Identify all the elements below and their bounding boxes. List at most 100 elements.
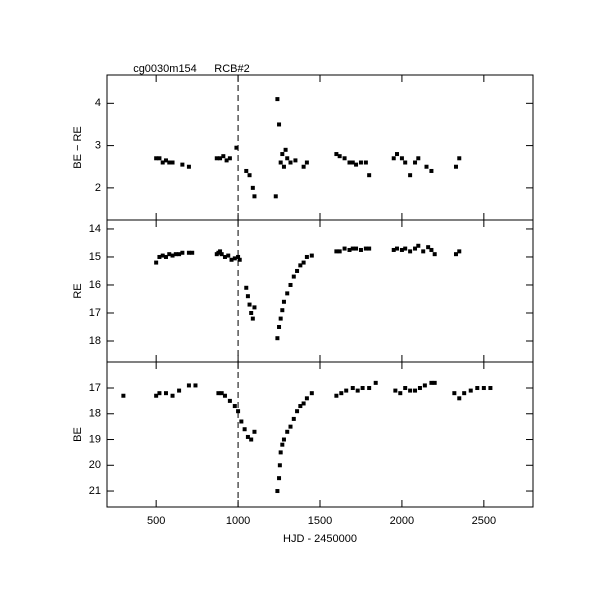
data-point	[457, 249, 462, 254]
data-point	[180, 162, 185, 167]
data-point	[177, 252, 182, 257]
data-point	[219, 252, 224, 257]
data-point	[334, 152, 339, 157]
data-point	[163, 254, 168, 259]
data-point	[468, 388, 473, 393]
data-point	[350, 246, 355, 251]
data-point	[301, 260, 306, 265]
y-axis-label: RE	[72, 283, 84, 298]
data-point	[245, 294, 250, 299]
data-point	[121, 393, 126, 398]
y-tick-label: 4	[95, 97, 101, 109]
data-point	[285, 291, 290, 296]
data-point	[367, 386, 372, 391]
data-point	[277, 324, 282, 329]
data-point	[277, 463, 282, 468]
data-point	[457, 156, 462, 161]
data-point	[342, 246, 347, 251]
data-point	[424, 164, 429, 169]
data-point	[416, 243, 421, 248]
data-point	[373, 380, 378, 385]
data-point	[285, 156, 290, 161]
data-point	[334, 393, 339, 398]
y-tick-label: 14	[89, 223, 101, 235]
data-point	[355, 388, 360, 393]
data-point	[222, 393, 227, 398]
data-point	[347, 160, 352, 165]
data-point	[408, 173, 413, 178]
data-point	[309, 391, 314, 396]
data-point	[350, 386, 355, 391]
data-point	[157, 254, 162, 259]
data-point	[301, 164, 306, 169]
data-point	[304, 396, 309, 401]
data-point	[249, 310, 254, 315]
data-point	[367, 173, 372, 178]
data-point	[227, 156, 232, 161]
data-point	[298, 263, 303, 268]
data-point	[229, 257, 234, 262]
data-point	[363, 160, 368, 165]
data-point	[283, 147, 288, 152]
data-point	[239, 419, 244, 424]
data-point	[247, 302, 252, 307]
data-point	[275, 336, 280, 341]
data-point	[350, 160, 355, 165]
data-point	[432, 252, 437, 257]
data-point	[301, 401, 306, 406]
data-point	[236, 254, 241, 259]
y-tick-label: 16	[89, 279, 101, 291]
data-point	[244, 168, 249, 173]
data-point	[186, 383, 191, 388]
data-point	[226, 253, 231, 258]
data-point	[457, 396, 462, 401]
data-point	[488, 386, 493, 391]
data-point	[163, 391, 168, 396]
data-point	[295, 268, 300, 273]
y-tick-label: 20	[89, 459, 101, 471]
data-point	[399, 247, 404, 252]
data-point	[334, 249, 339, 254]
data-point	[429, 247, 434, 252]
data-point	[453, 252, 458, 257]
data-point	[221, 154, 226, 159]
annotation: cg0030m154	[133, 63, 197, 75]
data-point	[227, 398, 232, 403]
data-point	[339, 391, 344, 396]
data-point	[298, 404, 303, 409]
data-point	[281, 299, 286, 304]
data-point	[277, 476, 282, 481]
data-point	[273, 194, 278, 199]
data-point	[252, 305, 257, 310]
data-point	[280, 442, 285, 447]
data-point	[236, 409, 241, 414]
data-point	[232, 404, 237, 409]
data-point	[173, 252, 178, 257]
data-point	[281, 437, 286, 442]
data-point	[417, 386, 422, 391]
data-point	[344, 388, 349, 393]
data-point	[422, 383, 427, 388]
data-point	[395, 246, 400, 251]
data-point	[224, 158, 229, 163]
data-point	[309, 253, 314, 258]
data-point	[395, 152, 400, 157]
data-point	[399, 156, 404, 161]
x-tick-label: 1000	[226, 515, 250, 527]
data-point	[157, 156, 162, 161]
data-point	[163, 158, 168, 163]
y-tick-label: 21	[89, 485, 101, 497]
data-point	[288, 282, 293, 287]
data-point	[403, 386, 408, 391]
data-point	[247, 173, 252, 178]
y-tick-label: 2	[95, 182, 101, 194]
panel-frame	[106, 74, 534, 221]
data-point	[275, 97, 280, 102]
data-point	[250, 316, 255, 321]
x-tick-label: 2000	[390, 515, 414, 527]
annotation: RCB#2	[214, 63, 249, 75]
data-point	[293, 158, 298, 163]
data-point	[475, 386, 480, 391]
y-tick-label: 17	[89, 307, 101, 319]
